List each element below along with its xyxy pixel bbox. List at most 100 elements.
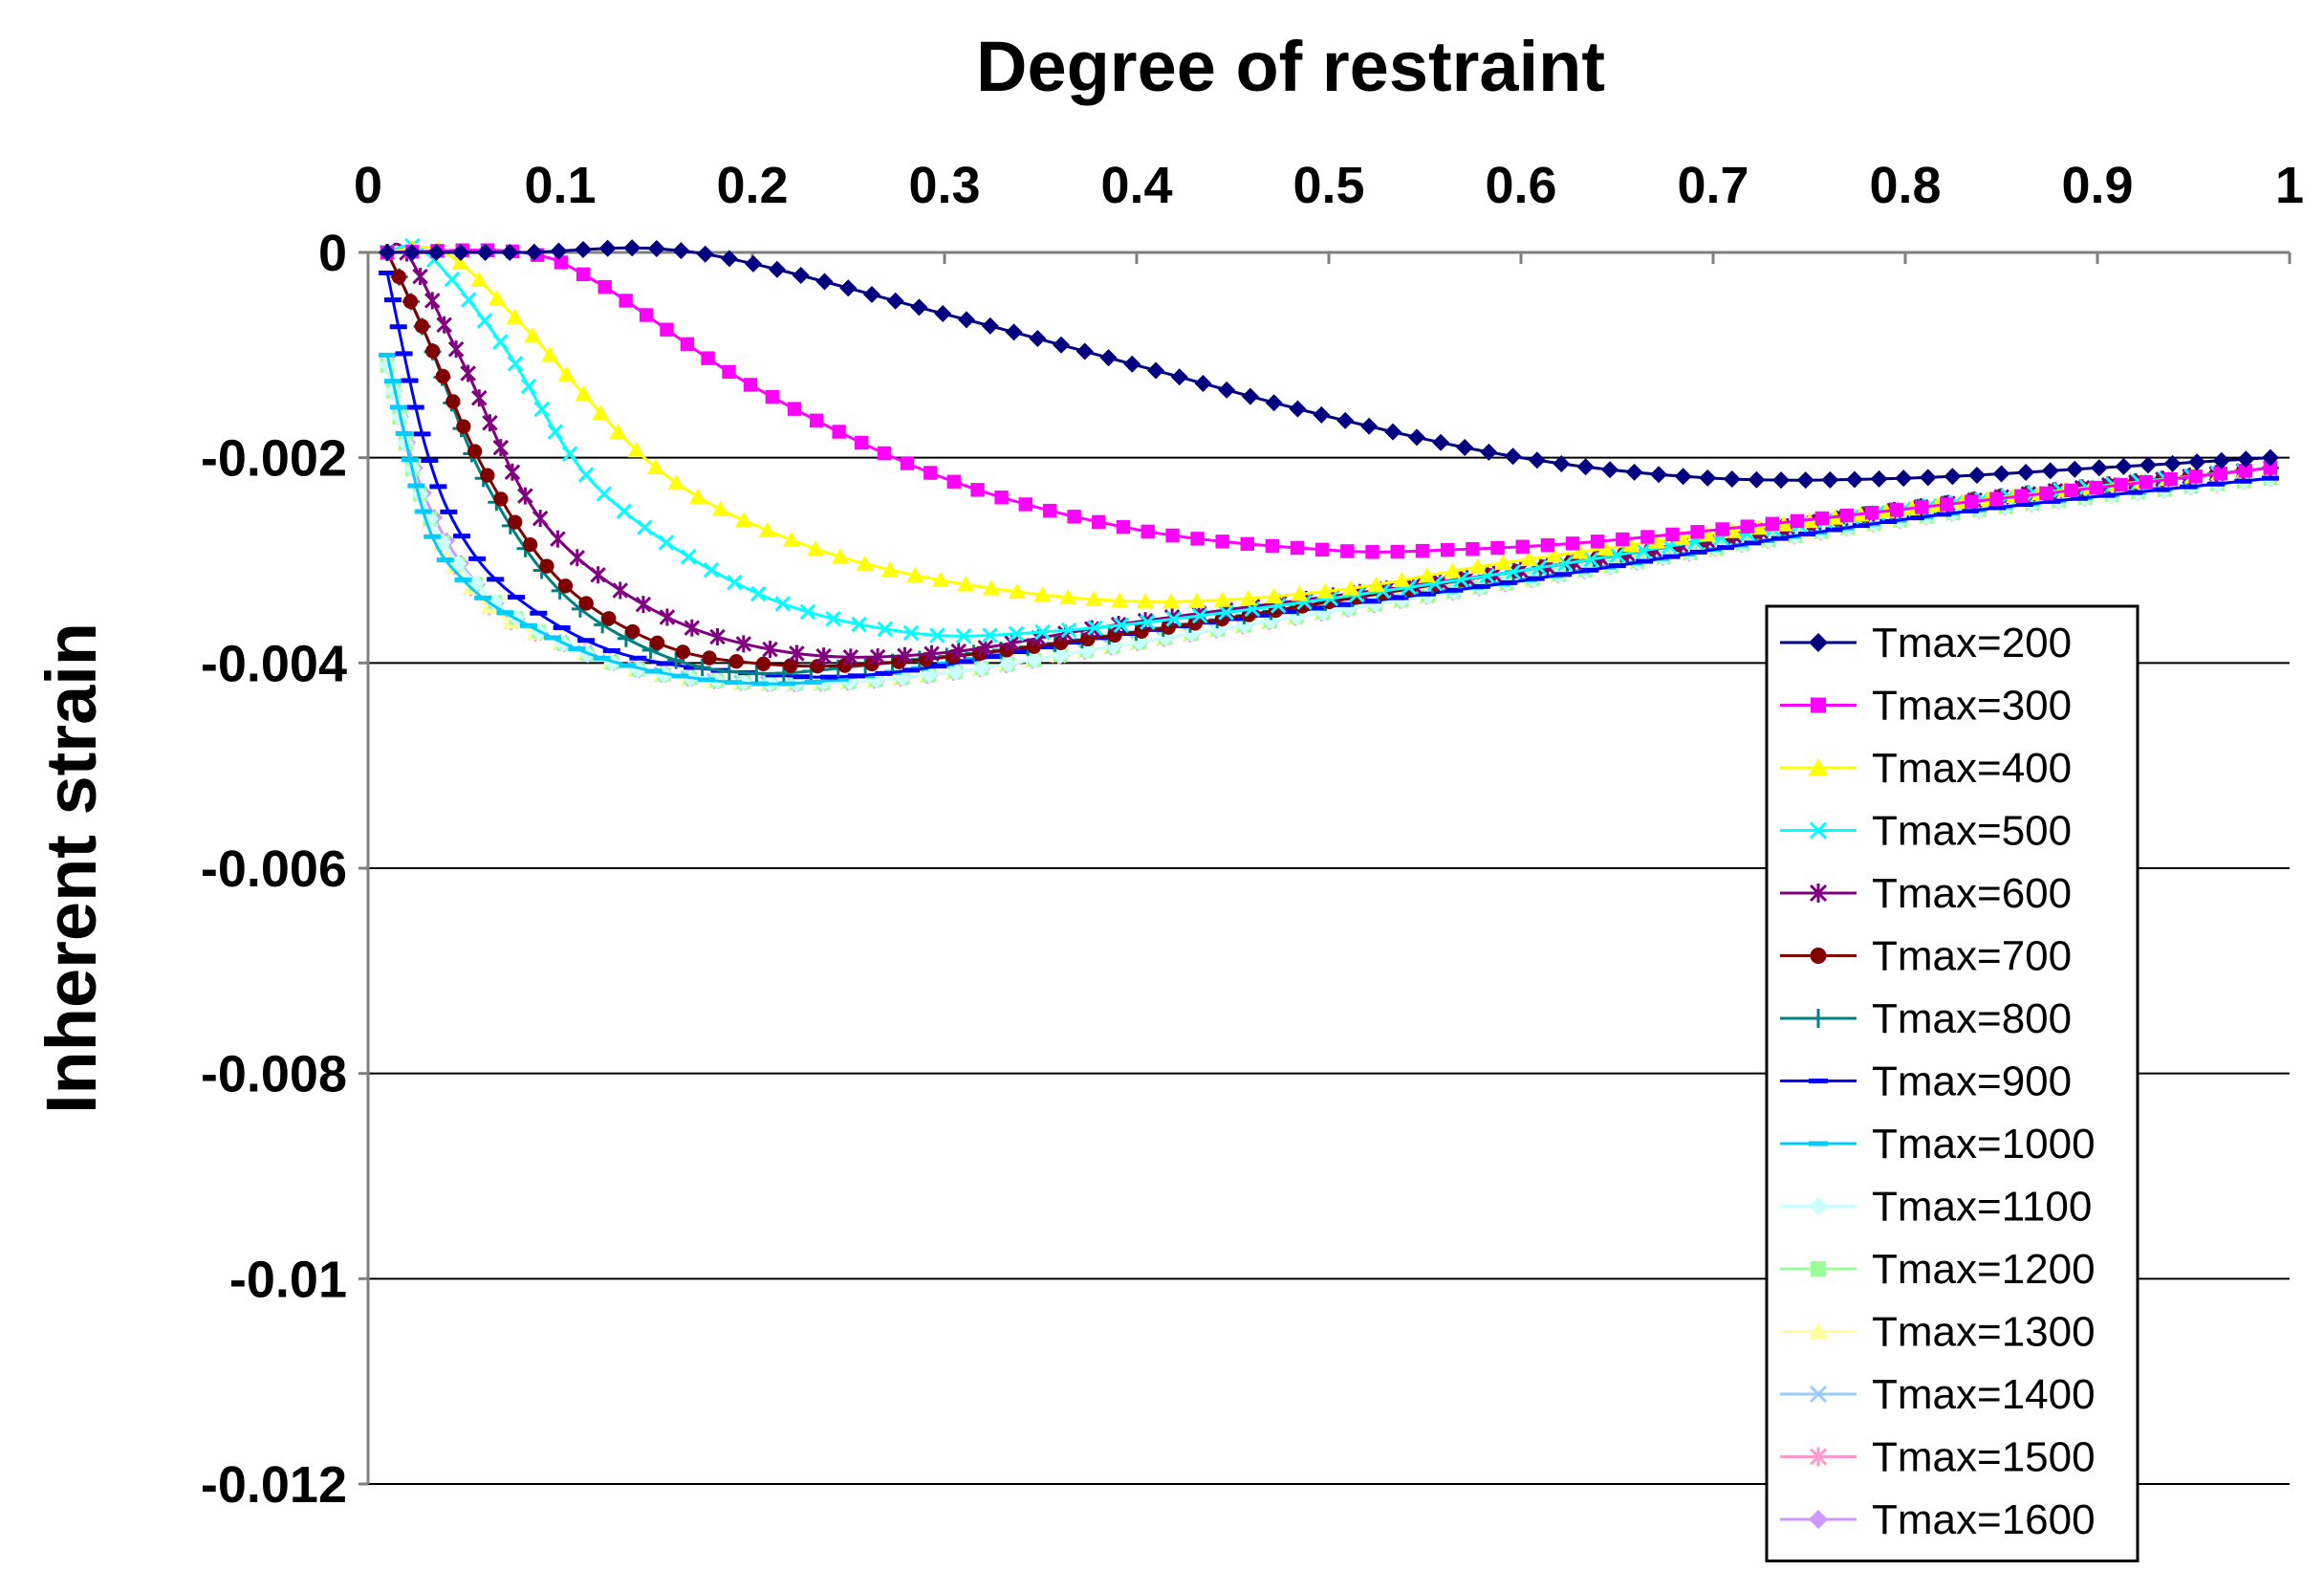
data-point (1444, 562, 1462, 578)
data-point (1864, 506, 1879, 520)
data-point (456, 419, 471, 434)
data-point (444, 271, 461, 288)
data-point (1085, 590, 1103, 606)
data-point (906, 566, 924, 582)
y-tick-label: -0.006 (201, 840, 347, 898)
data-point (1290, 540, 1305, 556)
y-tick-label: -0.01 (229, 1251, 347, 1308)
data-point (627, 442, 645, 458)
data-point (2188, 469, 2203, 484)
data-point (728, 654, 744, 669)
data-point (722, 364, 736, 380)
data-point (1365, 545, 1379, 559)
data-point (973, 659, 991, 677)
data-point (703, 561, 720, 578)
data-point (1213, 591, 1231, 607)
data-point (1313, 405, 1331, 424)
legend-marker (1809, 758, 1828, 775)
data-point (1540, 537, 1555, 553)
data-point (877, 621, 893, 638)
data-point (1194, 375, 1212, 393)
data-point (810, 659, 825, 674)
data-point (391, 269, 406, 285)
data-point (2014, 489, 2029, 504)
data-point (451, 244, 469, 261)
data-point (506, 308, 524, 324)
data-point (1059, 588, 1077, 604)
legend-entry-15: Tmax=1600 (1780, 1496, 2096, 1543)
data-point (1432, 433, 1450, 451)
series-line (387, 246, 2270, 482)
data-point (379, 244, 397, 261)
legend-label: Tmax=1500 (1872, 1434, 2096, 1481)
series-4 (379, 237, 2279, 644)
data-point (508, 514, 523, 530)
legend-label: Tmax=1600 (1872, 1496, 2096, 1543)
data-point (762, 641, 778, 659)
data-point (783, 658, 798, 673)
data-point (2114, 477, 2128, 492)
data-point (649, 635, 665, 650)
x-tick-label: 0.5 (1292, 157, 1364, 214)
data-point (480, 468, 495, 483)
data-point (743, 378, 758, 392)
series-1 (379, 239, 2279, 490)
legend-entry-13: Tmax=1400 (1780, 1371, 2096, 1418)
data-point (1661, 538, 1678, 555)
data-point (1265, 538, 1280, 554)
data-point (1092, 514, 1106, 530)
data-point (2238, 464, 2253, 478)
data-point (902, 624, 920, 642)
data-point (877, 446, 892, 461)
data-point (810, 413, 824, 427)
y-tick-label: -0.004 (201, 635, 347, 692)
data-point (520, 378, 537, 395)
data-point (504, 463, 521, 481)
data-point (693, 659, 711, 677)
data-point (1008, 582, 1026, 600)
data-point (533, 401, 551, 418)
data-point (541, 346, 559, 362)
legend-box (1765, 604, 2139, 1562)
legend-label: Tmax=1400 (1872, 1371, 2096, 1418)
data-point (601, 611, 617, 626)
y-axis-title: Inherent strain (32, 622, 111, 1114)
data-point (576, 267, 591, 282)
data-point (1944, 468, 1962, 486)
data-point (639, 308, 654, 322)
data-point (435, 368, 450, 384)
data-point (946, 663, 965, 681)
legend-marker (1809, 1009, 1828, 1028)
legend-label: Tmax=300 (1872, 683, 2072, 730)
data-point (711, 500, 729, 516)
data-point (955, 627, 972, 644)
data-point (702, 650, 717, 665)
data-point (427, 244, 445, 261)
data-point (609, 423, 627, 440)
data-point (412, 268, 428, 286)
data-point (2064, 483, 2078, 498)
data-point (1218, 604, 1234, 621)
data-point (550, 530, 566, 548)
data-point (758, 521, 776, 538)
data-point (1239, 589, 1257, 606)
data-point (1033, 586, 1052, 602)
data-point (856, 555, 874, 571)
data-point (1289, 400, 1307, 418)
data-point (886, 292, 904, 310)
data-point (1123, 355, 1141, 373)
data-point (2090, 459, 2108, 477)
data-point (1992, 465, 2010, 483)
data-point (735, 635, 752, 653)
data-point (720, 663, 738, 681)
data-point (1111, 592, 1129, 608)
data-point (414, 318, 430, 334)
data-point (1136, 593, 1154, 609)
data-point (792, 267, 810, 285)
data-point (1967, 466, 1986, 484)
legend: Tmax=200 Tmax=300 Tmax=400 Tmax=500 Tmax=600… (1765, 604, 2139, 1562)
y-tick-label: -0.012 (201, 1456, 347, 1514)
data-point (1008, 625, 1025, 643)
data-point (787, 402, 802, 416)
